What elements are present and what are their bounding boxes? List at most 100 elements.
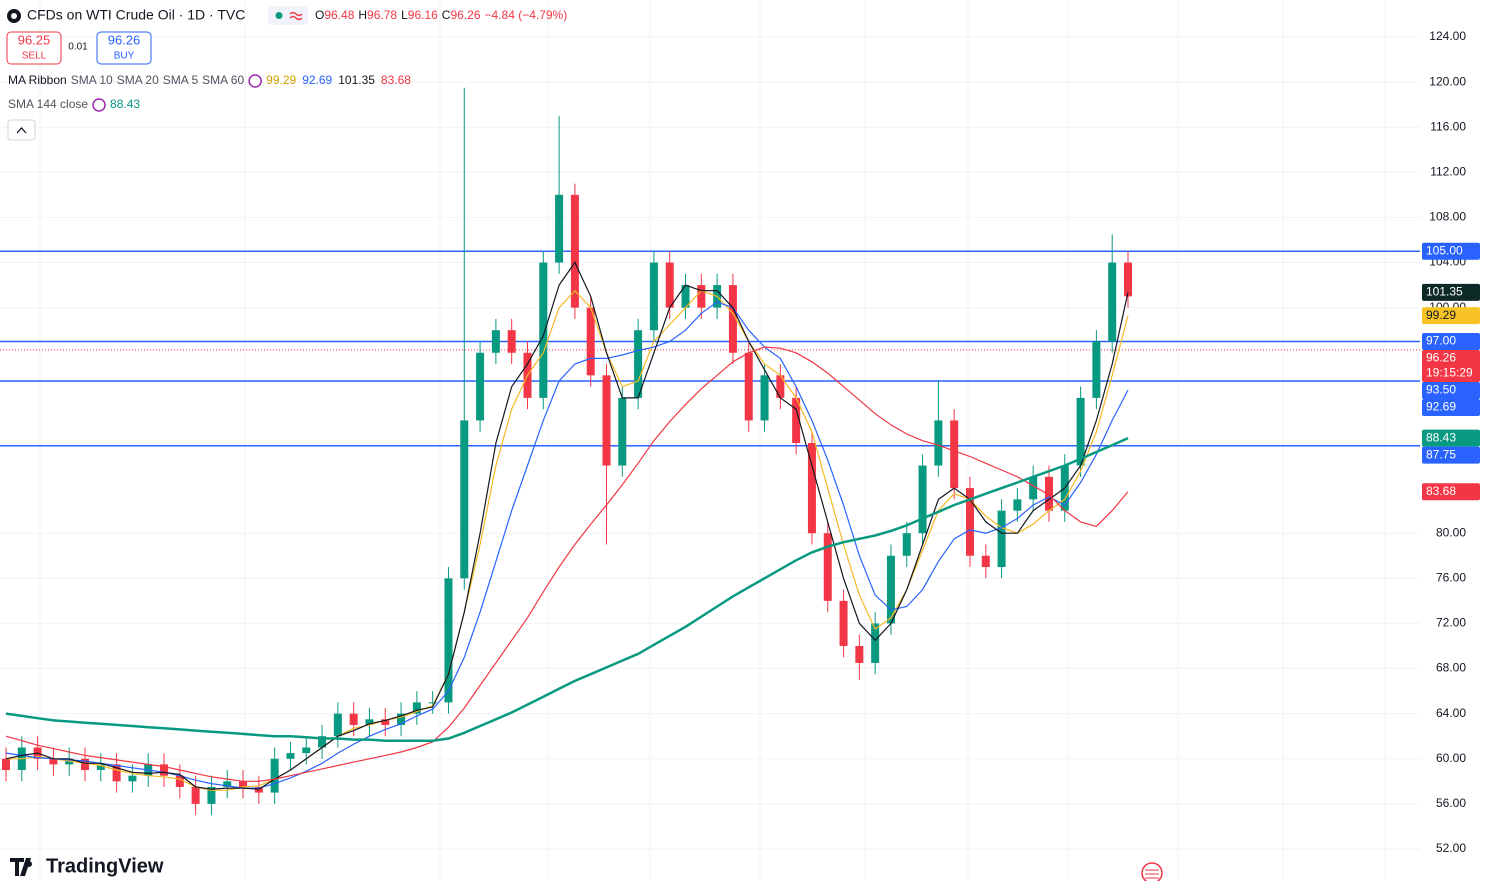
price-badge	[1422, 381, 1480, 399]
candle-body	[112, 764, 121, 782]
candle-body	[586, 307, 595, 376]
price-badge	[1422, 429, 1480, 447]
price-badge	[1422, 307, 1480, 325]
ohlc-value: 96.26	[450, 8, 480, 22]
candle-body	[318, 736, 327, 748]
candle-body	[476, 352, 485, 421]
sell-label: SELL	[22, 51, 47, 62]
collapse-button[interactable]	[7, 119, 36, 141]
candle-body	[1044, 476, 1053, 511]
candle-body	[1013, 499, 1022, 511]
brand: TradingView	[46, 855, 164, 877]
sell-button[interactable]	[6, 31, 62, 65]
candle-body	[428, 702, 437, 704]
y-tick-label: 52.00	[1436, 841, 1466, 855]
y-tick-label: 120.00	[1429, 74, 1466, 88]
candle-body	[823, 533, 832, 601]
candle-body	[981, 555, 990, 568]
candle-body	[681, 285, 690, 308]
y-tick-label: 64.00	[1436, 706, 1466, 720]
buy-label: BUY	[114, 51, 135, 62]
candle-body	[1108, 262, 1117, 342]
price-badge-label: 96.26	[1426, 351, 1456, 365]
ohlc-label: H	[358, 8, 367, 22]
candle-body	[365, 719, 374, 725]
legend-name: SMA 10	[71, 73, 113, 87]
candle-body	[2, 758, 10, 771]
candle-body	[223, 781, 232, 787]
price-badge-label: 92.69	[1426, 400, 1456, 414]
candle-body	[950, 420, 959, 489]
candle-body	[444, 578, 453, 703]
price-badge-label: 83.68	[1426, 484, 1456, 498]
legend-value: 99.29	[266, 73, 296, 87]
candle-body	[792, 397, 801, 443]
legend-value: 83.68	[381, 73, 411, 87]
ohlc-value: 96.16	[408, 8, 438, 22]
buy-price: 96.26	[108, 32, 141, 47]
price-badge	[1422, 349, 1480, 382]
candle-body	[286, 753, 295, 759]
candle-body	[634, 330, 643, 398]
y-tick-label: 124.00	[1429, 29, 1466, 43]
symbol-icon	[11, 13, 17, 19]
y-tick-label: 80.00	[1436, 525, 1466, 539]
status-icon	[289, 11, 303, 21]
status-badge[interactable]	[268, 6, 308, 25]
legend-name: SMA 20	[117, 73, 159, 87]
chart-title: CFDs on WTI Crude Oil · 1D · TVC	[27, 7, 245, 23]
ohlc-value: 96.78	[367, 8, 397, 22]
candle-body	[191, 786, 200, 804]
grid	[39, 0, 1386, 881]
price-badge-label: 101.35	[1426, 285, 1463, 299]
y-tick-label: 72.00	[1436, 616, 1466, 630]
candle-body	[302, 747, 311, 754]
price-badge	[1422, 398, 1480, 416]
header: CFDs on WTI Crude Oil · 1D · TVC 96.25 S…	[6, 6, 1163, 881]
candle-body	[697, 285, 706, 308]
ohlc-value: 96.48	[324, 8, 354, 22]
candle-body	[160, 764, 169, 776]
status-dot	[275, 12, 283, 19]
candle-body	[807, 442, 816, 534]
candle-body	[333, 713, 342, 737]
candle-body	[839, 600, 848, 646]
candle-body	[239, 781, 248, 787]
candle-body	[349, 713, 358, 725]
y-tick-label: 56.00	[1436, 796, 1466, 810]
candle-body	[1029, 476, 1038, 500]
spread: 0.01	[68, 42, 88, 53]
y-tick-label: 60.00	[1436, 751, 1466, 765]
candle-body	[728, 285, 737, 353]
candle-body	[81, 758, 90, 771]
candle-body	[539, 262, 548, 398]
plot	[0, 36, 1420, 850]
candle-body	[602, 375, 611, 466]
price-badge	[1422, 283, 1480, 301]
legend-value: 88.43	[110, 97, 140, 111]
buy-button[interactable]	[96, 31, 152, 65]
price-badge	[1422, 446, 1480, 464]
candle-body	[760, 375, 769, 421]
candle-body	[570, 194, 579, 308]
legend-value: 101.35	[338, 73, 375, 87]
candle-body	[460, 420, 469, 579]
ma-line	[6, 289, 1129, 791]
legend-name: SMA 144 close	[8, 97, 88, 111]
candle-body	[649, 262, 658, 331]
candle-body	[507, 330, 516, 353]
legend-icon	[248, 74, 262, 88]
price-axis: 124.00120.00116.00112.00108.00104.00100.…	[1422, 29, 1480, 855]
event-flag[interactable]	[1141, 862, 1163, 881]
legend-icon	[92, 98, 106, 112]
candle-body	[618, 397, 627, 466]
collapse-icon	[16, 127, 27, 134]
candle-body	[918, 465, 927, 534]
candle-body	[270, 758, 279, 793]
price-badge	[1422, 332, 1480, 350]
y-tick-label: 68.00	[1436, 661, 1466, 675]
brand-logo	[26, 861, 32, 867]
candle-body	[997, 510, 1006, 568]
